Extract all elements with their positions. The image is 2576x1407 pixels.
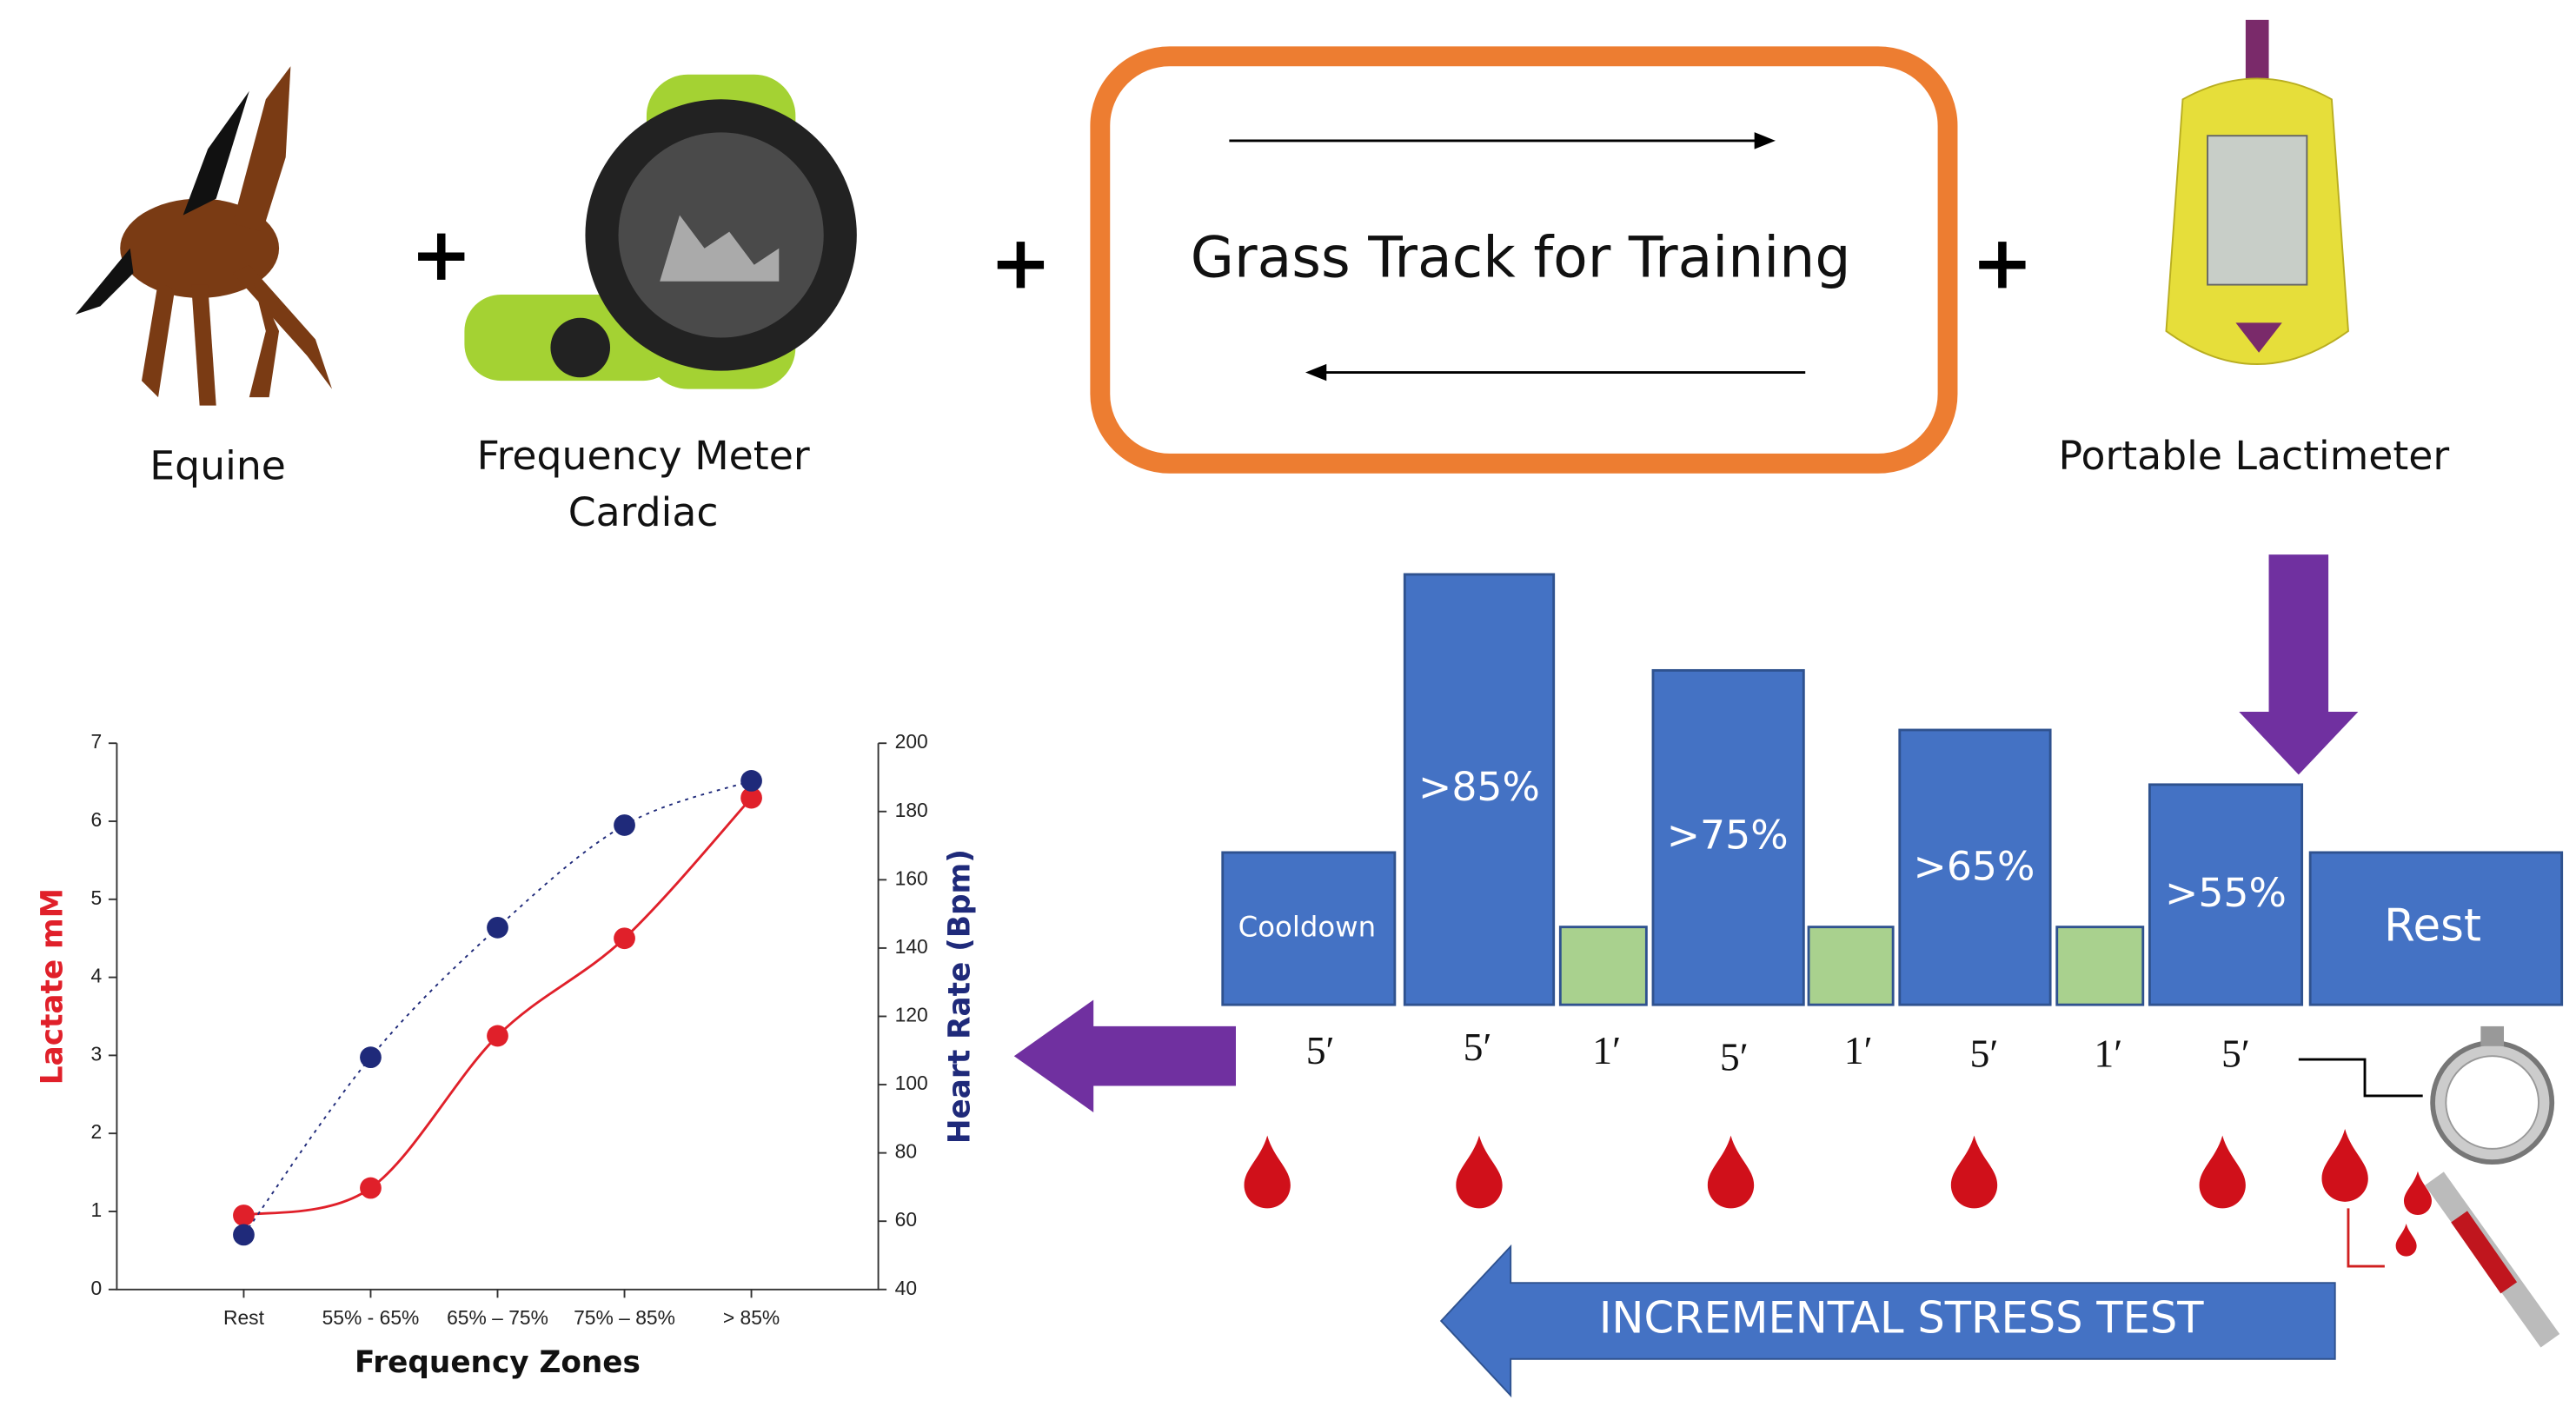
- y-tick-label: 7: [91, 730, 103, 753]
- y-tick-label: 3: [91, 1042, 103, 1065]
- label: Frequency Meter: [477, 433, 810, 479]
- block: [1558, 926, 1648, 1006]
- point: [614, 927, 635, 950]
- y2-tick-label: 100: [895, 1072, 928, 1094]
- y-tick-label: 4: [91, 965, 103, 987]
- blood-drop: [1456, 1135, 1503, 1209]
- y2-axis-label: Heart Rate (Bpm): [942, 849, 977, 1144]
- y-axis-label: Lactate mM: [36, 888, 70, 1085]
- y2-tick-label: 160: [895, 866, 928, 889]
- blood-drop: [2199, 1135, 2246, 1209]
- point: [487, 916, 508, 939]
- x-axis-label: Frequency Zones: [355, 1345, 641, 1380]
- x-tick-label: > 85%: [723, 1306, 780, 1329]
- block: [1403, 573, 1556, 1006]
- point: [233, 1205, 255, 1226]
- block: [2055, 926, 2145, 1006]
- y2-tick-label: 200: [895, 730, 928, 753]
- horse-image: [75, 66, 333, 406]
- y2-tick-label: 80: [895, 1140, 917, 1163]
- y2-tick-label: 180: [895, 799, 928, 821]
- chart: 0 1 2 3 4 5 6 7 40 60 80 100 120 140 160 180 200 Rest 55% …: [36, 730, 978, 1380]
- blood-drop: [1950, 1135, 1998, 1209]
- block-label: >85%: [1418, 764, 1540, 810]
- block: [1898, 728, 2052, 1006]
- block-label: Cooldown: [1238, 911, 1377, 944]
- blood-drop: [2403, 1171, 2432, 1216]
- blood-drop: [1244, 1135, 1291, 1209]
- duration: 5′: [1969, 1032, 1998, 1076]
- y-tick-label: 2: [91, 1120, 103, 1143]
- duration: 1′: [1592, 1028, 1621, 1072]
- point: [360, 1046, 382, 1069]
- duration: 5′: [1720, 1034, 1749, 1078]
- syringe-image: [2347, 1171, 2560, 1348]
- y-tick-label: 0: [91, 1277, 103, 1299]
- block-label: >65%: [1914, 843, 2035, 889]
- y-tick-label: 5: [91, 886, 103, 909]
- y2-tick-label: 40: [895, 1277, 917, 1299]
- series-line: [242, 780, 752, 1236]
- y2-tick-label: 60: [895, 1208, 917, 1231]
- y-tick-label: 1: [91, 1198, 103, 1221]
- track-label: Grass Track for Training: [1191, 226, 1851, 291]
- series-line: [243, 797, 753, 1217]
- x-tick-label: Rest: [223, 1306, 265, 1329]
- down-arrow: [2239, 554, 2359, 775]
- y2-tick-label: 140: [895, 935, 928, 958]
- protocol: Cooldown >85% >75% >65% >55% Rest: [1221, 573, 2564, 1006]
- y2-tick-label: 120: [895, 1004, 928, 1026]
- point: [740, 770, 762, 792]
- label: Equine: [149, 443, 286, 489]
- x-tick-label: 55% - 65%: [322, 1306, 420, 1329]
- x-tick-label: 65% – 75%: [447, 1306, 548, 1329]
- duration: 1′: [1844, 1028, 1873, 1072]
- track: [1090, 46, 1958, 474]
- label: Cardiac: [568, 489, 719, 535]
- axis: [116, 743, 880, 1291]
- block: [1651, 668, 1805, 1006]
- blood-drop: [1707, 1135, 1755, 1209]
- x-tick-label: 75% – 85%: [574, 1306, 675, 1329]
- duration: 5′: [1306, 1028, 1335, 1072]
- lactimeter-image: [2165, 19, 2349, 365]
- blood-drop: [2321, 1129, 2368, 1202]
- plus-signs: [418, 233, 2026, 289]
- block: [1807, 926, 1895, 1006]
- block-label: Rest: [2384, 900, 2481, 952]
- point: [487, 1025, 508, 1047]
- y-tick-label: 6: [91, 808, 103, 831]
- block: [1221, 851, 1397, 1006]
- label: Portable Lactimeter: [2059, 433, 2450, 479]
- watch-image: [464, 74, 857, 389]
- left-arrow: [1013, 999, 1237, 1112]
- block: [2308, 851, 2564, 1006]
- point: [614, 814, 635, 836]
- track-arrows: [1229, 132, 1806, 382]
- duration: 5′: [2221, 1032, 2250, 1076]
- point: [233, 1224, 255, 1246]
- stopwatch-image: [2298, 1025, 2555, 1165]
- stress-arrow: [1439, 1244, 2336, 1398]
- block-label: >75%: [1667, 812, 1789, 858]
- duration: 1′: [2094, 1032, 2122, 1076]
- stress-label: INCREMENTAL STRESS TEST: [1599, 1292, 2204, 1343]
- point: [360, 1177, 382, 1199]
- block-label: >55%: [2165, 870, 2287, 916]
- duration: 5′: [1464, 1025, 1492, 1069]
- block: [2148, 783, 2304, 1006]
- blood-drop: [2395, 1223, 2417, 1257]
- point: [740, 786, 762, 809]
